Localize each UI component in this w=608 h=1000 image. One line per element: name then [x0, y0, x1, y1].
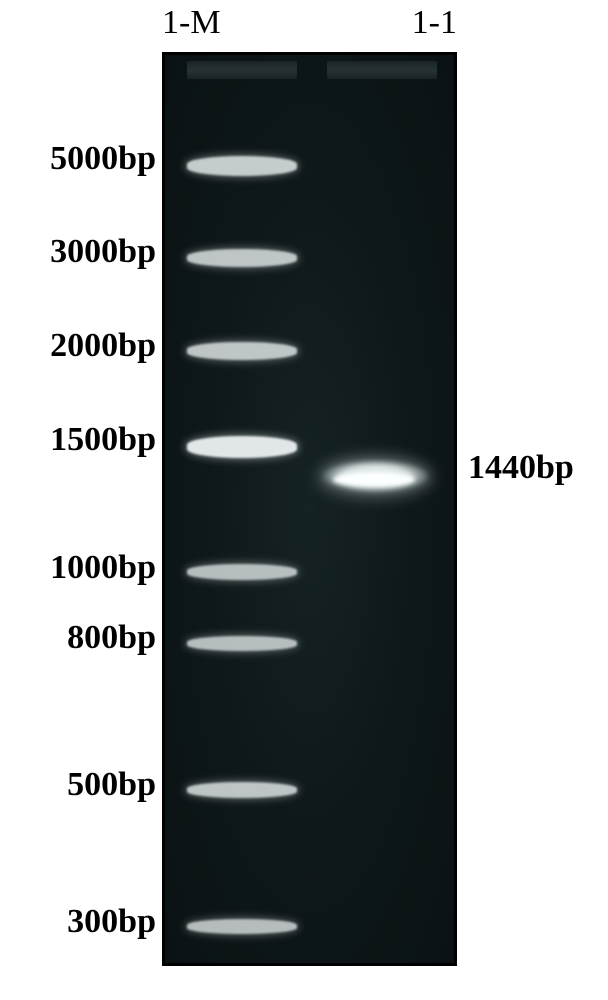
gel-image: [162, 52, 457, 966]
label-300bp: 300bp: [67, 903, 156, 941]
label-2000bp: 2000bp: [50, 327, 156, 365]
sample-band-1440-core: [333, 473, 415, 486]
lane-header-sample: 1-1: [412, 4, 457, 42]
marker-band-3000: [187, 249, 297, 267]
label-1440bp: 1440bp: [468, 449, 574, 487]
marker-band-1500: [187, 436, 297, 458]
well-marker: [187, 61, 297, 79]
label-1500bp: 1500bp: [50, 421, 156, 459]
label-5000bp: 5000bp: [50, 140, 156, 178]
marker-band-1000: [187, 564, 297, 580]
marker-band-2000: [187, 342, 297, 360]
gel-background: [165, 55, 454, 963]
marker-band-500: [187, 782, 297, 798]
marker-band-800: [187, 636, 297, 651]
label-800bp: 800bp: [67, 619, 156, 657]
lane-headers: 1-M 1-1: [162, 4, 457, 42]
label-500bp: 500bp: [67, 766, 156, 804]
marker-band-300: [187, 919, 297, 934]
lane-header-marker: 1-M: [162, 4, 221, 42]
gel-figure: 1-M 1-1 5000bp 3000bp 2000bp 1500bp 1000…: [0, 0, 608, 1000]
label-3000bp: 3000bp: [50, 233, 156, 271]
label-1000bp: 1000bp: [50, 549, 156, 587]
well-sample: [327, 61, 437, 79]
marker-band-5000: [187, 156, 297, 176]
